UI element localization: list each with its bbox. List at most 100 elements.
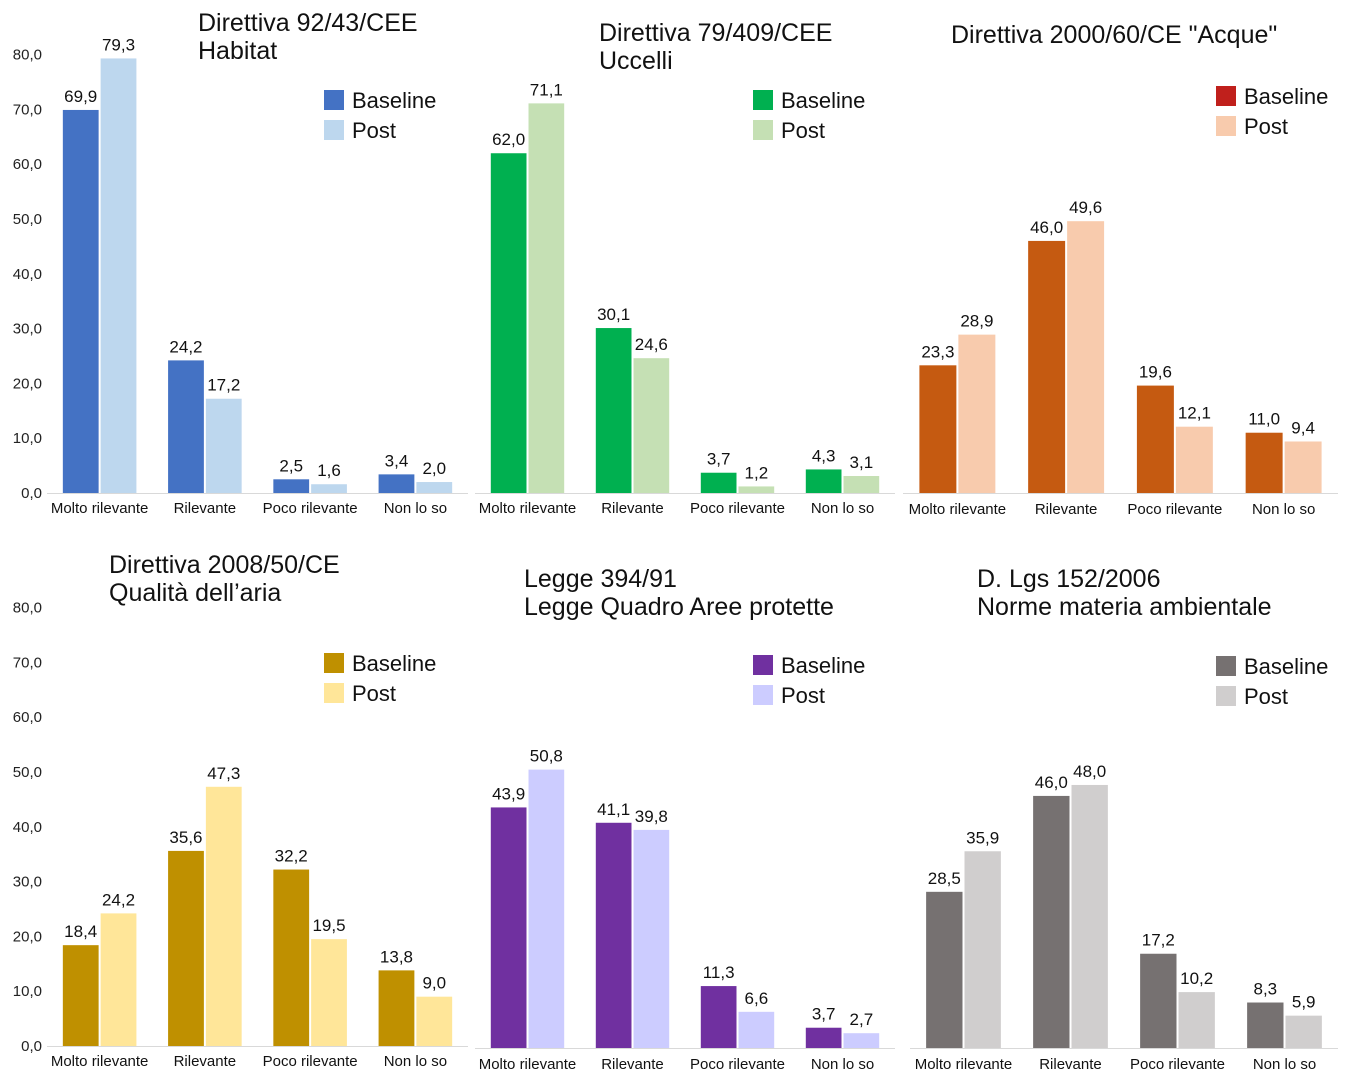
bar-baseline [273,869,310,1046]
category-label: Molto rilevante [915,1056,1013,1073]
bar-baseline [1033,795,1070,1048]
data-label: 24,2 [102,890,135,909]
bar-post [100,58,137,493]
legend-swatch-post [324,120,344,140]
legend-swatch-baseline [324,653,344,673]
legend-swatch-baseline [1216,656,1236,676]
data-label: 28,5 [928,869,961,888]
bar-baseline [595,328,632,493]
category-label: Poco rilevante [1127,501,1222,518]
data-label: 19,5 [312,916,345,935]
data-label: 2,5 [279,456,303,475]
data-label: 11,3 [703,963,735,982]
bar-baseline [805,469,842,493]
data-label: 17,2 [1142,931,1175,950]
category-label: Poco rilevante [690,1056,785,1073]
y-tick-label: 70,0 [13,654,42,671]
bar-post [1284,441,1322,493]
bar-baseline [1136,385,1174,493]
bar-post [528,769,565,1048]
data-label: 23,3 [921,342,954,361]
y-tick-label: 0,0 [21,485,42,502]
y-tick-label: 80,0 [13,600,42,617]
data-label: 50,8 [530,747,563,766]
data-label: 46,0 [1030,218,1063,237]
category-label: Poco rilevante [690,500,785,517]
data-label: 11,0 [1248,410,1280,429]
data-label: 79,3 [102,35,135,54]
data-label: 9,0 [422,974,446,993]
bar-baseline [700,472,737,493]
bar-baseline [62,945,99,1046]
category-label: Rilevante [174,500,237,517]
category-label: Molto rilevante [479,500,577,517]
data-label: 4,3 [812,446,836,465]
data-label: 47,3 [207,764,240,783]
legend-swatch-post [753,120,773,140]
bar-baseline [1247,1002,1284,1048]
bar-baseline [168,850,204,1046]
chart-title: Direttiva 2000/60/CE "Acque" [951,21,1277,49]
bar-baseline [1140,953,1177,1048]
legend-label-post: Post [1244,684,1288,709]
legend-label-baseline: Baseline [1244,84,1328,109]
y-tick-label: 70,0 [13,101,42,118]
bar-post [843,1033,880,1048]
bar-baseline [62,109,99,493]
data-label: 35,9 [966,828,999,847]
data-label: 9,4 [1291,418,1315,437]
y-tick-label: 50,0 [13,211,42,228]
bar-baseline [273,479,310,493]
data-label: 39,8 [635,807,668,826]
bar-post [738,1011,775,1048]
data-label: 35,6 [169,828,202,847]
data-label: 19,6 [1139,363,1172,382]
bar-baseline [490,807,527,1048]
bar-post [738,486,775,493]
data-label: 3,7 [707,450,731,469]
chart-title: Direttiva 92/43/CEE [198,9,418,37]
chart-title: D. Lgs 152/2006 [977,565,1160,593]
bar-post [964,851,1001,1048]
data-label: 24,2 [169,337,202,356]
chart-subtitle: Habitat [198,37,277,65]
bar-post [633,829,670,1048]
bar-baseline [490,153,527,494]
legend-label-baseline: Baseline [781,88,865,113]
category-label: Molto rilevante [51,500,149,517]
y-tick-label: 80,0 [13,47,42,64]
y-tick-label: 40,0 [13,819,42,836]
chart-title: Direttiva 2008/50/CE [109,551,340,579]
data-label: 13,8 [380,947,413,966]
data-label: 24,6 [635,335,668,354]
legend-label-baseline: Baseline [1244,654,1328,679]
legend-label-baseline: Baseline [781,653,865,678]
legend-label-post: Post [1244,114,1288,139]
bar-baseline [595,822,632,1048]
data-label: 12,1 [1178,404,1211,423]
category-label: Rilevante [1039,1056,1102,1073]
bar-baseline [805,1027,842,1048]
chart-title: Direttiva 79/409/CEE [599,19,832,47]
category-label: Rilevante [601,1056,664,1073]
data-label: 46,0 [1035,773,1068,792]
bar-baseline [926,891,963,1048]
data-label: 3,1 [850,453,874,472]
bar-post [311,939,347,1046]
data-label: 1,2 [745,463,769,482]
data-label: 2,0 [422,459,446,478]
bar-post [528,103,565,493]
data-label: 8,3 [1253,980,1277,999]
legend-swatch-post [1216,116,1236,136]
legend-label-baseline: Baseline [352,651,436,676]
category-label: Rilevante [601,500,664,517]
bar-post [1285,1015,1322,1048]
y-tick-label: 30,0 [13,874,42,891]
data-label: 3,7 [812,1005,836,1024]
category-label: Poco rilevante [263,500,358,517]
bar-post [100,913,137,1046]
data-label: 1,6 [317,461,341,480]
legend-swatch-baseline [753,655,773,675]
bar-post [311,484,347,493]
y-tick-label: 50,0 [13,764,42,781]
